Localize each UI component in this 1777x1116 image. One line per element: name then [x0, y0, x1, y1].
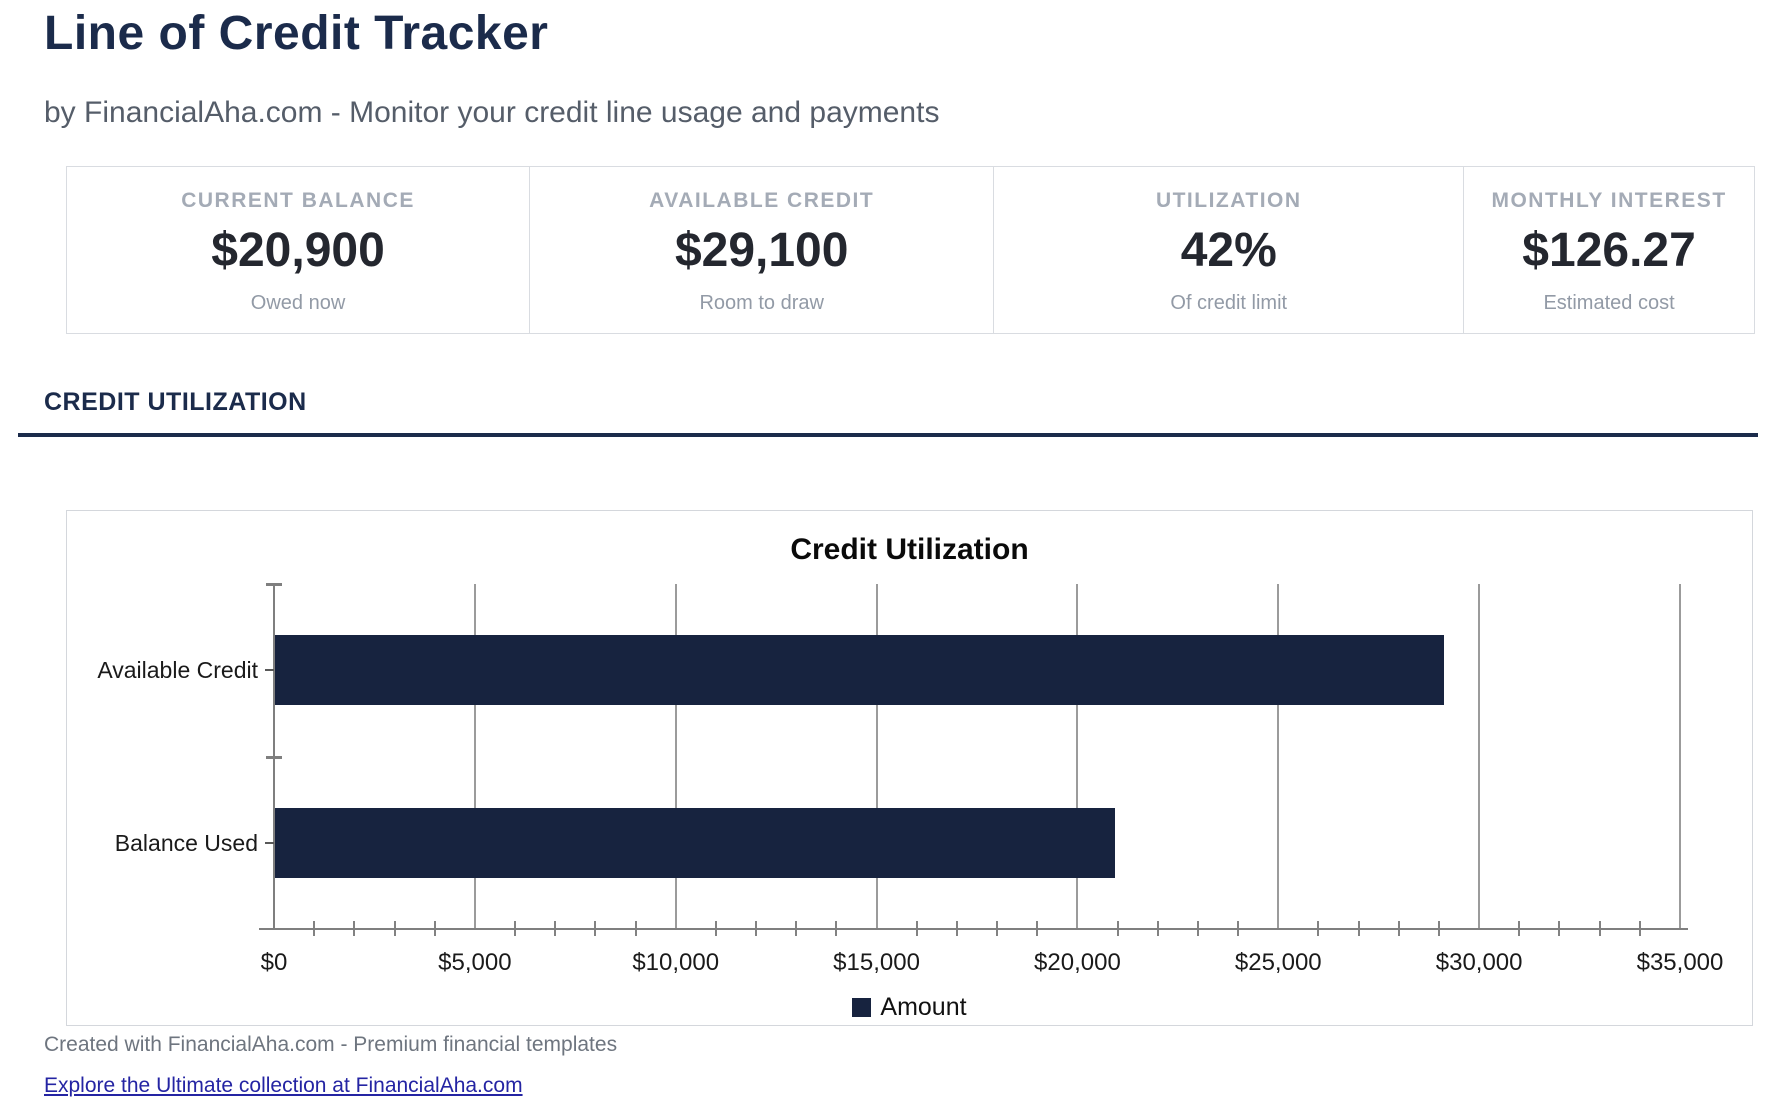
category-boundary-tick: [266, 755, 282, 759]
x-tick-label: $20,000: [1034, 949, 1121, 976]
category-tick: [265, 669, 274, 672]
stat-value: $20,900: [211, 224, 385, 277]
category-label-balance-used: Balance Used: [114, 829, 258, 856]
x-tick-label: $0: [260, 949, 288, 976]
x-tick-label: $35,000: [1636, 949, 1724, 976]
category-label-available-credit: Available Credit: [97, 657, 258, 684]
stat-label: UTILIZATION: [1155, 189, 1302, 212]
bar-available-credit: [275, 635, 1444, 706]
stat-value: $126.27: [1522, 224, 1696, 277]
chart-plot-area: Available Credit Balance Used $0 $5,000 $10,…: [67, 511, 1752, 1025]
x-tick-label: $5,000: [438, 949, 512, 976]
stat-sublabel: Of credit limit: [1170, 292, 1288, 314]
x-gridline: [875, 584, 878, 929]
bar-balance-used: [275, 807, 1115, 878]
category-tick: [265, 841, 274, 844]
stat-label: AVAILABLE CREDIT: [649, 189, 875, 212]
x-gridline: [1679, 584, 1681, 929]
stat-value: $29,100: [674, 224, 849, 277]
stat-card-utilization: UTILIZATION 42% Of credit limit: [994, 167, 1465, 333]
x-tick-label: $10,000: [632, 949, 720, 976]
chart-legend: Amount: [67, 993, 1752, 1022]
stat-sublabel: Owed now: [250, 292, 346, 314]
page-title: Line of Credit Tracker: [44, 7, 549, 60]
x-gridline: [1478, 584, 1481, 929]
x-axis-line: [259, 928, 1688, 930]
footer-explore-link[interactable]: Explore the Ultimate collection at Finan…: [44, 1074, 523, 1097]
footer-credit-text: Created with FinancialAha.com - Premium …: [44, 1033, 618, 1056]
stat-sublabel: Room to draw: [699, 292, 824, 314]
section-header: CREDIT UTILIZATION: [18, 388, 1758, 437]
x-tick-label: $15,000: [833, 949, 920, 976]
category-boundary-tick: [266, 583, 282, 586]
chart-card: Credit Utilization Available Credit Balan…: [66, 510, 1753, 1026]
stat-value: 42%: [1180, 224, 1277, 277]
stat-card-monthly-interest: MONTHLY INTEREST $126.27 Estimated cost: [1464, 167, 1754, 333]
stat-card-available-credit: AVAILABLE CREDIT $29,100 Room to draw: [530, 167, 995, 333]
x-gridline: [674, 584, 677, 929]
stat-card-current-balance: CURRENT BALANCE $20,900 Owed now: [67, 167, 531, 333]
x-gridline: [1277, 584, 1280, 929]
x-gridline: [1076, 584, 1079, 929]
page-subtitle: by FinancialAha.com - Monitor your credi…: [44, 96, 940, 129]
x-tick-label: $30,000: [1435, 949, 1523, 976]
chart-title: Credit Utilization: [790, 533, 1029, 566]
x-gridline: [473, 584, 476, 929]
stat-label: MONTHLY INTEREST: [1491, 189, 1727, 212]
legend-label: Amount: [880, 993, 967, 1021]
stat-sublabel: Estimated cost: [1543, 292, 1675, 314]
stat-label: CURRENT BALANCE: [181, 189, 415, 212]
section-title: CREDIT UTILIZATION: [44, 388, 307, 416]
x-tick-label: $25,000: [1234, 949, 1322, 976]
legend-swatch-amount: [852, 998, 872, 1017]
stats-row: CURRENT BALANCE $20,900 Owed now AVAILAB…: [66, 166, 1755, 334]
